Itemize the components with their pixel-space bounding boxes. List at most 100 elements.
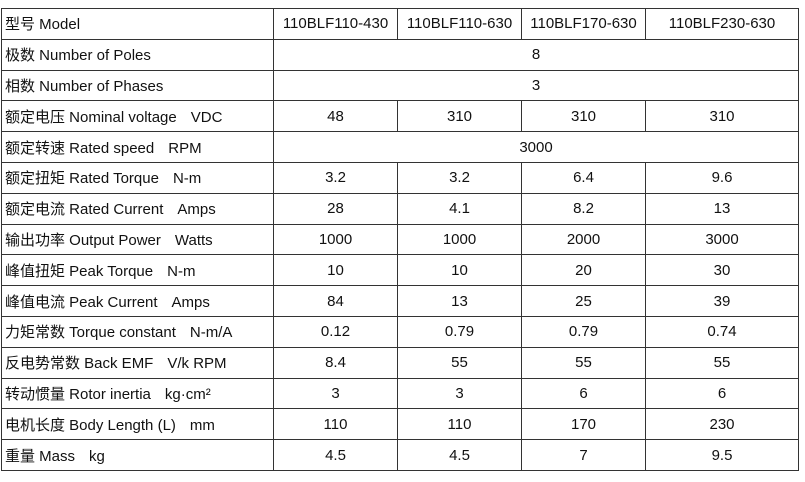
param-unit: N-m [172, 170, 202, 188]
spec-value: 2000 [521, 223, 646, 256]
row-label: 额定扭矩 Rated Torque N-m [1, 161, 274, 194]
param-unit: mm [189, 416, 215, 434]
spec-value: 8.2 [521, 192, 646, 225]
spec-value: 0.12 [273, 315, 398, 348]
param-name: 额定转速 Rated speed [5, 139, 155, 157]
spec-value: 6 [645, 377, 799, 410]
row-label: 重量 Mass kg [1, 439, 274, 471]
spec-value: 4.5 [273, 439, 398, 471]
param-name: 额定电压 Nominal voltage [5, 108, 177, 126]
spec-value: 8.4 [273, 346, 398, 379]
model-name: 110BLF230-630 [645, 8, 799, 40]
spec-value: 0.79 [521, 315, 646, 348]
spec-value: 84 [273, 285, 398, 317]
spec-value: 3 [397, 377, 522, 410]
model-name: 110BLF110-430 [273, 8, 398, 40]
row-label: 额定转速 Rated speed RPM [1, 131, 274, 163]
spec-value: 48 [273, 100, 398, 133]
param-unit: Amps [171, 293, 210, 311]
spec-value: 9.5 [645, 439, 799, 471]
spec-value: 110 [273, 408, 398, 441]
spec-row: 极数 Number of Poles 8 [1, 38, 799, 71]
param-unit: N-m/A [189, 324, 233, 342]
spec-value: 3.2 [397, 161, 522, 194]
spec-value: 8 [273, 38, 799, 71]
param-name: 力矩常数 Torque constant [5, 324, 176, 342]
spec-row: 反电势常数 Back EMF V/k RPM 8.4 55 55 55 [1, 346, 799, 379]
param-unit: VDC [190, 108, 223, 126]
spec-value: 3000 [273, 131, 799, 163]
param-unit: kg·cm² [164, 385, 211, 403]
param-name: 重量 Mass [5, 447, 76, 465]
param-name: 峰值扭矩 Peak Torque [5, 262, 154, 280]
spec-value: 4.1 [397, 192, 522, 225]
spec-row: 额定转速 Rated speed RPM 3000 [1, 131, 799, 163]
model-name: 110BLF170-630 [521, 8, 646, 40]
spec-value: 310 [397, 100, 522, 133]
spec-value: 10 [397, 254, 522, 287]
param-name: 相数 Number of Phases [5, 77, 164, 95]
spec-value: 1000 [273, 223, 398, 256]
spec-value: 6.4 [521, 161, 646, 194]
spec-value: 3 [273, 69, 799, 102]
spec-value: 170 [521, 408, 646, 441]
spec-value: 310 [521, 100, 646, 133]
table-body: 型号 Model 110BLF110-430 110BLF110-630 110BLF… [1, 8, 799, 471]
spec-row: 峰值扭矩 Peak Torque N-m 10 10 20 30 [1, 254, 799, 287]
param-name: 转动惯量 Rotor inertia [5, 385, 151, 403]
spec-value: 3 [273, 377, 398, 410]
spec-value: 4.5 [397, 439, 522, 471]
spec-row: 相数 Number of Phases 3 [1, 69, 799, 102]
row-label: 电机长度 Body Length (L) mm [1, 408, 274, 441]
param-unit: N-m [167, 262, 196, 280]
spec-value: 6 [521, 377, 646, 410]
spec-row: 转动惯量 Rotor inertia kg·cm² 3 3 6 6 [1, 377, 799, 410]
header-row: 型号 Model 110BLF110-430 110BLF110-630 110BLF… [1, 8, 799, 40]
row-label: 相数 Number of Phases [1, 69, 274, 102]
param-name: 额定扭矩 Rated Torque [5, 170, 159, 188]
spec-value: 0.74 [645, 315, 799, 348]
spec-value: 230 [645, 408, 799, 441]
row-label: 输出功率 Output Power Watts [1, 223, 274, 256]
row-label: 峰值电流 Peak Current Amps [1, 285, 274, 317]
param-unit: V/k RPM [167, 355, 227, 373]
spec-row: 电机长度 Body Length (L) mm 110 110 170 230 [1, 408, 799, 441]
spec-value: 9.6 [645, 161, 799, 194]
spec-value: 110 [397, 408, 522, 441]
param-unit: Amps [177, 201, 216, 219]
param-name: 额定电流 Rated Current [5, 201, 164, 219]
param-unit: RPM [168, 139, 202, 157]
spec-value: 28 [273, 192, 398, 225]
spec-value: 25 [521, 285, 646, 317]
spec-value: 55 [645, 346, 799, 379]
spec-value: 13 [397, 285, 522, 317]
model-name: 110BLF110-630 [397, 8, 522, 40]
param-name: 输出功率 Output Power [5, 231, 161, 249]
param-name: 极数 Number of Poles [5, 47, 151, 65]
row-label: 极数 Number of Poles [1, 38, 274, 71]
spec-row: 力矩常数 Torque constant N-m/A 0.12 0.79 0.79 0.7… [1, 315, 799, 348]
row-label: 反电势常数 Back EMF V/k RPM [1, 346, 274, 379]
param-name: 反电势常数 Back EMF [5, 355, 154, 373]
spec-value: 0.79 [397, 315, 522, 348]
param-unit: kg [89, 447, 105, 465]
param-name: 电机长度 Body Length (L) [5, 416, 176, 434]
spec-value: 13 [645, 192, 799, 225]
spec-row: 重量 Mass kg 4.5 4.5 7 9.5 [1, 439, 799, 471]
spec-value: 39 [645, 285, 799, 317]
spec-row: 输出功率 Output Power Watts 1000 1000 2000 3000 [1, 223, 799, 256]
spec-value: 310 [645, 100, 799, 133]
spec-value: 3000 [645, 223, 799, 256]
spec-table: 型号 Model 110BLF110-430 110BLF110-630 110BLF… [1, 8, 799, 471]
row-label: 峰值扭矩 Peak Torque N-m [1, 254, 274, 287]
spec-value: 30 [645, 254, 799, 287]
spec-value: 10 [273, 254, 398, 287]
spec-row: 额定电流 Rated Current Amps 28 4.1 8.2 13 [1, 192, 799, 225]
header-label: 型号 Model [1, 8, 274, 40]
spec-row: 额定扭矩 Rated Torque N-m 3.2 3.2 6.4 9.6 [1, 161, 799, 194]
spec-row: 峰值电流 Peak Current Amps 84 13 25 39 [1, 285, 799, 317]
spec-value: 55 [397, 346, 522, 379]
spec-value: 55 [521, 346, 646, 379]
row-label: 额定电压 Nominal voltage VDC [1, 100, 274, 133]
param-unit: Watts [174, 231, 213, 249]
